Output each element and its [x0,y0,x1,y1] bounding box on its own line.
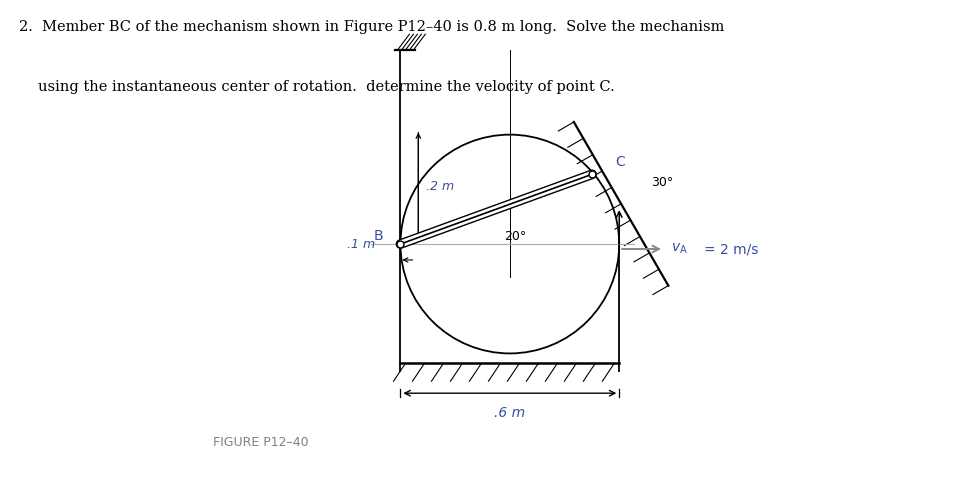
Text: = 2 m/s: = 2 m/s [703,242,758,256]
Text: .6 m: .6 m [494,406,526,420]
Text: FIGURE P12–40: FIGURE P12–40 [213,437,309,450]
Text: .2 m: .2 m [427,180,455,193]
Text: 20°: 20° [504,230,526,243]
Text: 2.  Member BC of the mechanism shown in Figure P12–40 is 0.8 m long.  Solve the : 2. Member BC of the mechanism shown in F… [19,20,725,34]
Text: $v_{\rm A}$: $v_{\rm A}$ [671,242,688,256]
Text: .1 m: .1 m [348,238,376,250]
Text: B: B [374,229,383,243]
Text: C: C [615,155,625,169]
Text: using the instantaneous center of rotation.  determine the velocity of point C.: using the instantaneous center of rotati… [38,80,615,94]
Text: 30°: 30° [651,176,674,189]
